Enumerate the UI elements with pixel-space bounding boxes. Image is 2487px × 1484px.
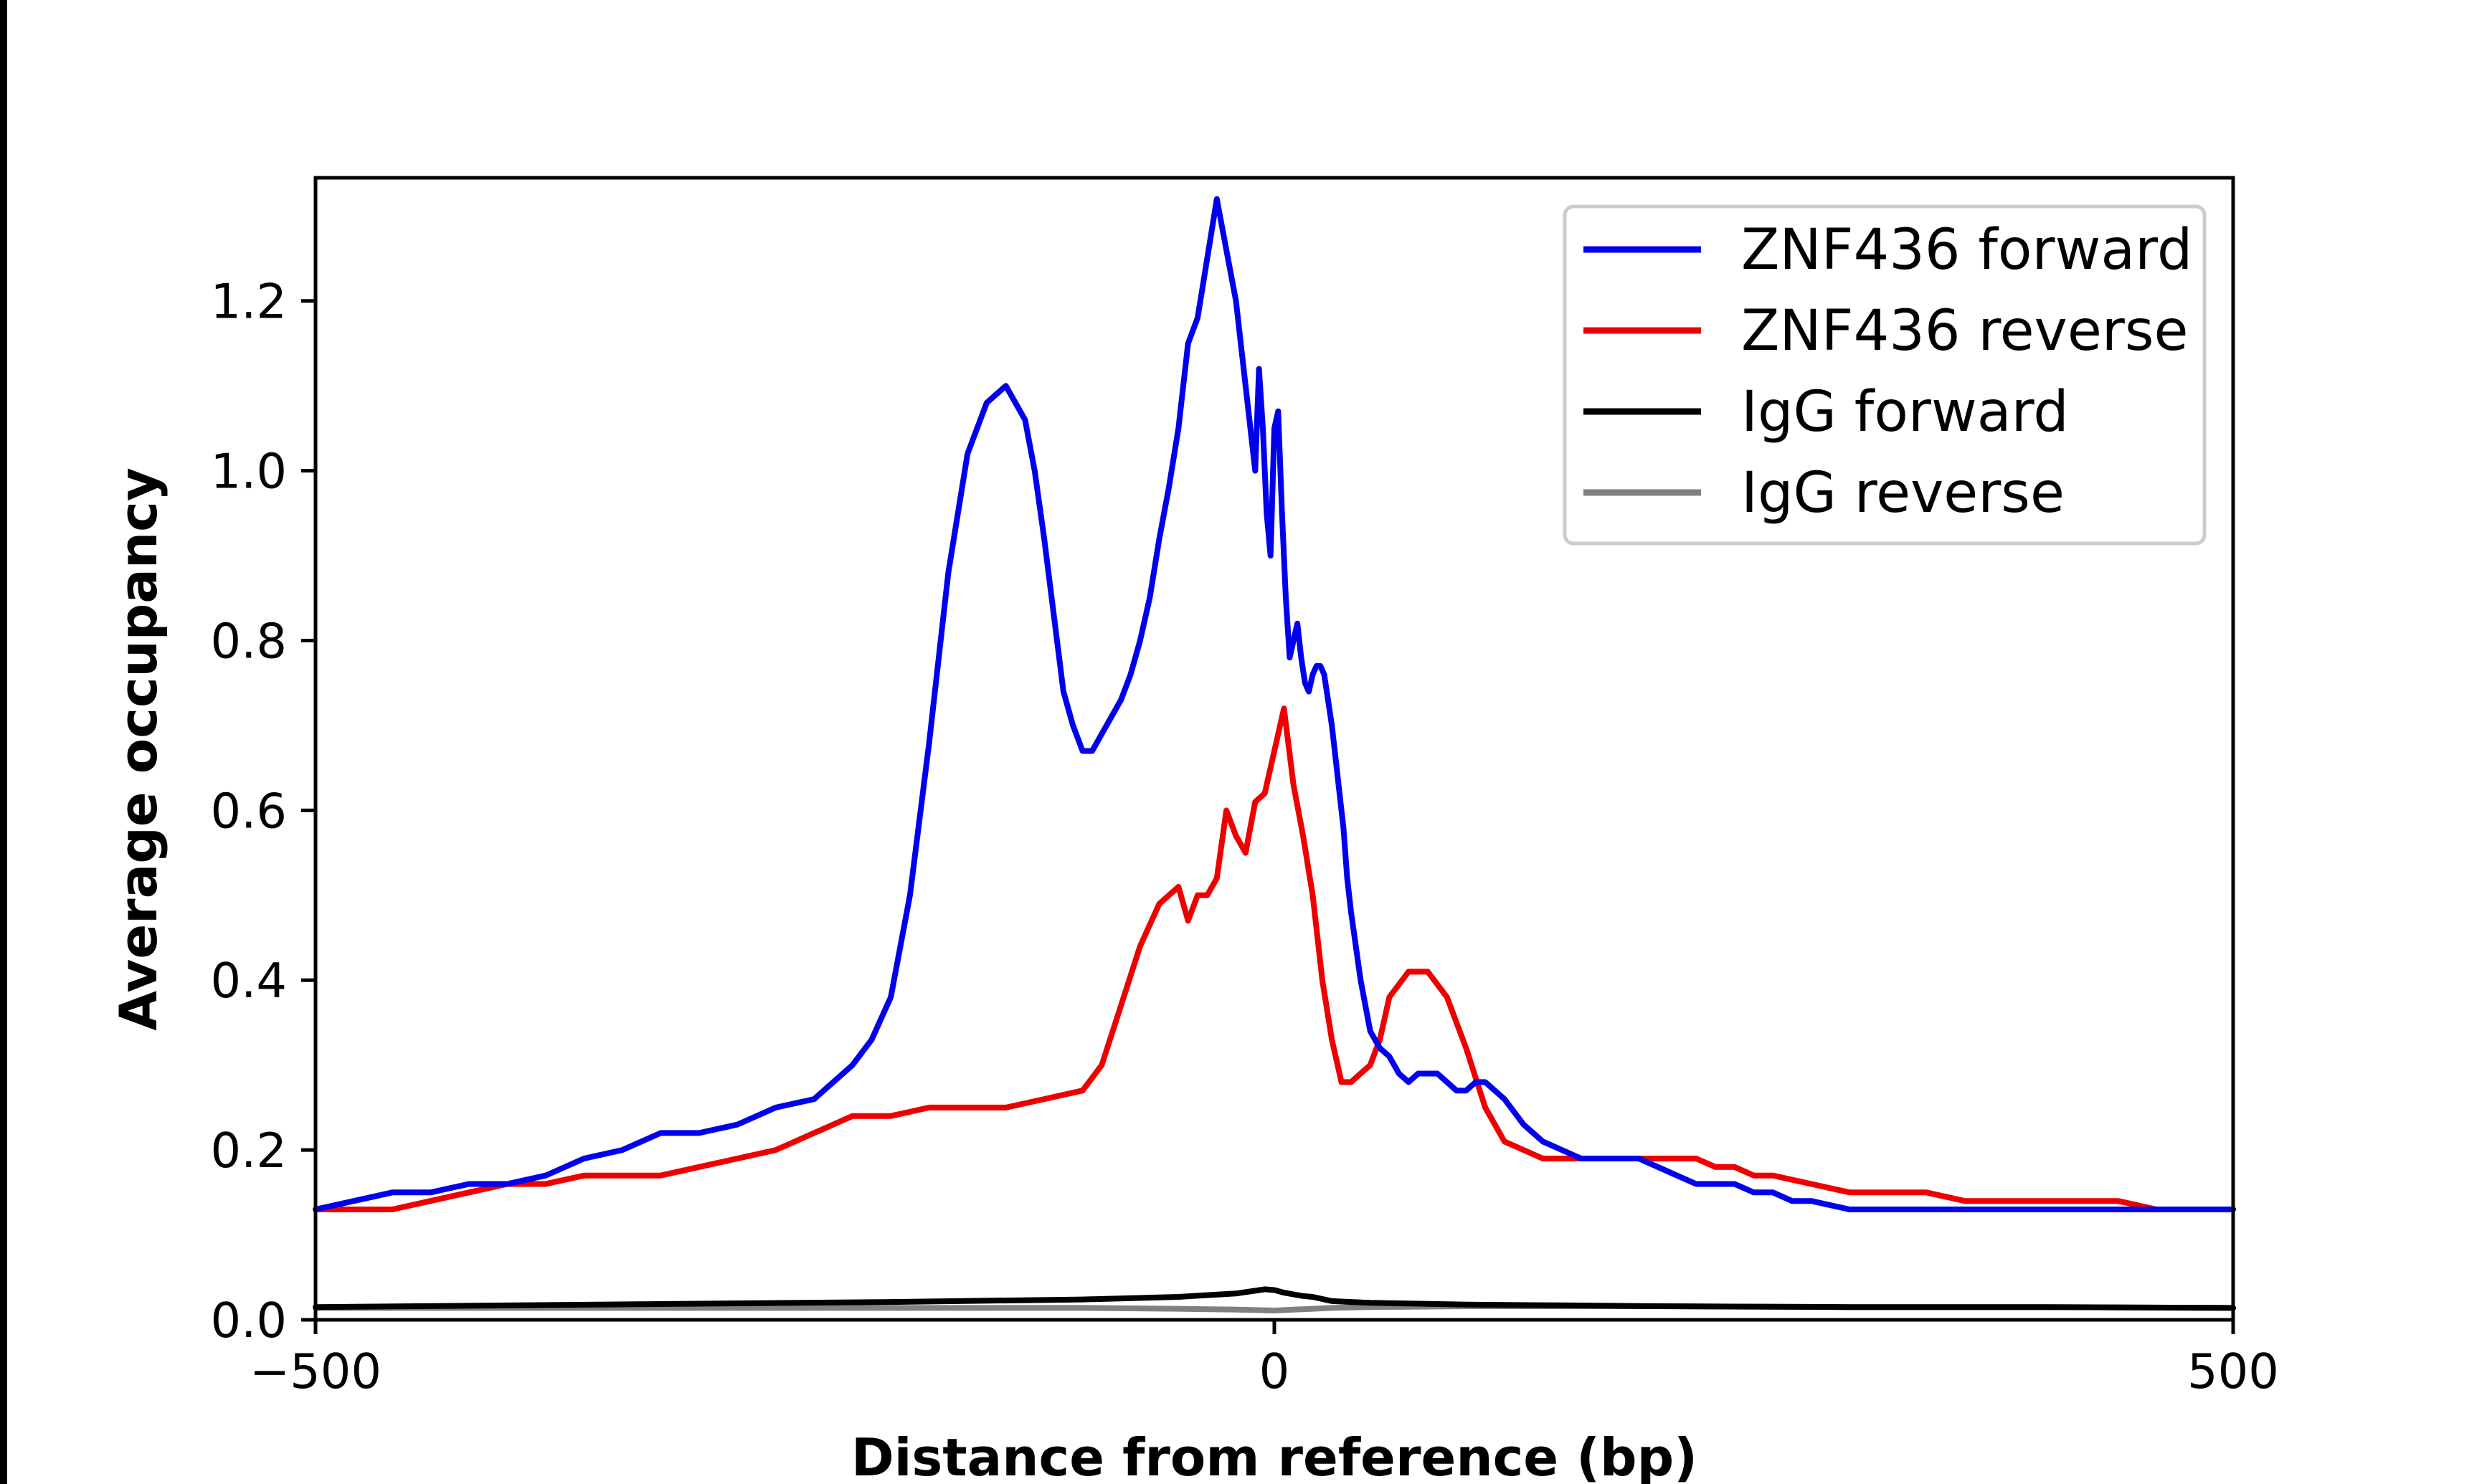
x-axis-title: Distance from reference (bp) [851, 1427, 1697, 1484]
x-tick-label: 0 [1259, 1343, 1290, 1399]
y-tick-label: 0.4 [210, 953, 287, 1009]
y-tick-label: 0.0 [210, 1293, 287, 1349]
x-tick-label: −500 [250, 1343, 382, 1399]
series-line-0 [313, 196, 2236, 1212]
legend: ZNF436 forward ZNF436 reverse IgG forward I… [1563, 204, 2207, 546]
y-tick-label: 1.0 [210, 444, 287, 500]
legend-label-3: IgG reverse [1741, 461, 2065, 525]
x-tick-label: 500 [2187, 1343, 2279, 1399]
x-axis: −500 0 500 [250, 1320, 2279, 1399]
y-tick-label: 0.2 [210, 1123, 287, 1179]
legend-box [1563, 204, 2207, 546]
legend-label-2: IgG forward [1741, 380, 2069, 444]
y-tick-label: 0.6 [210, 783, 287, 839]
y-tick-label: 0.8 [210, 613, 287, 669]
legend-label-0: ZNF436 forward [1741, 218, 2192, 282]
left-edge-bar [0, 0, 7, 1484]
y-axis: 0.0 0.2 0.4 0.6 0.8 1.0 1.2 [210, 274, 316, 1349]
legend-label-1: ZNF436 reverse [1741, 299, 2189, 363]
y-tick-label: 1.2 [210, 274, 287, 330]
series-line-2 [313, 1286, 2236, 1311]
series-layer [313, 196, 2236, 1313]
y-axis-title: Average occupancy [108, 467, 169, 1031]
series-line-1 [313, 705, 2236, 1212]
